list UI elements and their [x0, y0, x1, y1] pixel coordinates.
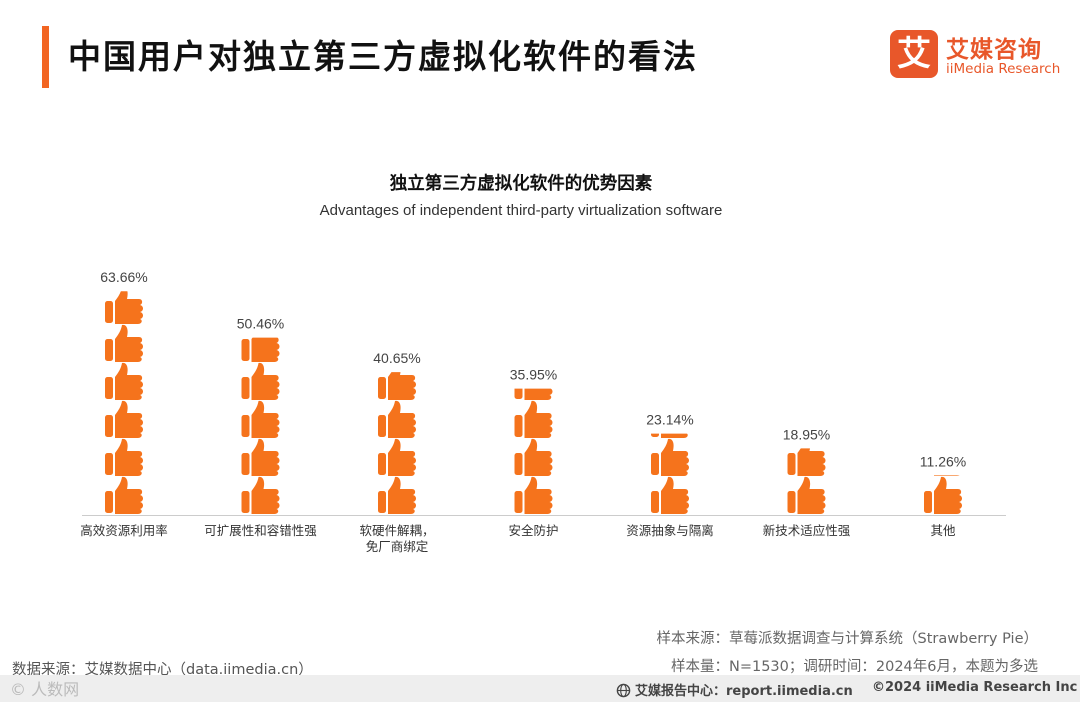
category-label-4: 安全防护 [508, 523, 558, 538]
category-label-7: 其他 [930, 523, 956, 538]
thumbs-up-icon [787, 448, 826, 476]
category-label-3: 免厂商绑定 [366, 539, 429, 554]
value-label-6: 18.95% [783, 426, 830, 442]
value-label-4: 35.95% [510, 367, 557, 383]
thumbs-up-icon [241, 400, 280, 438]
thumbs-up-icon [651, 476, 689, 514]
thumbs-up-icon [105, 291, 143, 324]
thumbs-up-icon [378, 372, 416, 400]
thumbs-up-icon [924, 476, 962, 514]
logo-name-cn: 艾媒咨询 [946, 37, 1042, 63]
bar-3 [378, 372, 416, 514]
iimedia-logo: 艾 艾媒咨询 iiMedia Research [890, 30, 1065, 82]
category-label-3: 软硬件解耦， [359, 523, 434, 538]
sample-source-text: 样本来源：草莓派数据调查与计算系统（Strawberry Pie） [656, 631, 1038, 647]
sample-info-text: 样本量：N=1530；调研时间：2024年6月，本题为多选 [670, 659, 1038, 675]
thumbs-up-icon [651, 438, 689, 476]
thumbs-up-icon [105, 362, 143, 400]
thumbs-up-icon [105, 438, 143, 476]
thumbs-up-icon [378, 476, 416, 514]
thumbs-up-icon [105, 324, 143, 362]
thumbs-up-icon [378, 438, 416, 476]
copyright-text: ©2024 iiMedia Research Inc [872, 680, 1078, 695]
logo-mark-icon: 艾 [890, 30, 938, 78]
bar-7 [924, 475, 962, 514]
thumbs-up-icon [241, 476, 280, 514]
globe-icon [616, 683, 631, 698]
footer-bar [0, 675, 1080, 702]
thumbs-up-icon [241, 362, 280, 400]
bar-4 [514, 388, 553, 514]
thumbs-up-icon [241, 438, 280, 476]
category-label-5: 资源抽象与隔离 [626, 523, 714, 538]
thumbs-up-icon [514, 438, 553, 476]
report-center-text: 艾媒报告中心：report.iimedia.cn [635, 684, 853, 699]
value-label-5: 23.14% [646, 412, 693, 428]
value-label-7: 11.26% [920, 453, 966, 469]
thumbs-up-icon [105, 476, 143, 514]
logo-name-en: iiMedia Research [946, 61, 1061, 77]
thumbs-up-icon [378, 400, 416, 438]
thumbs-up-icon [105, 400, 143, 438]
value-label-1: 63.66% [100, 269, 147, 285]
chart-subtitle: Advantages of independent third-party vi… [319, 202, 723, 219]
thumbs-up-icon [514, 476, 553, 514]
bar-2 [241, 337, 280, 514]
watermark-text: © 人数网 [10, 680, 80, 699]
chart-title: 独立第三方虚拟化软件的优势因素 [389, 174, 653, 194]
bar-6 [787, 448, 826, 514]
value-label-2: 50.46% [237, 316, 284, 332]
data-source-text: 数据来源：艾媒数据中心（data.iimedia.cn） [12, 662, 313, 678]
category-label-1: 高效资源利用率 [80, 523, 168, 538]
thumbs-up-icon [787, 476, 826, 514]
bar-1 [105, 291, 143, 514]
thumbs-up-icon [514, 400, 553, 438]
value-label-3: 40.65% [373, 350, 420, 366]
category-label-6: 新技术适应性强 [763, 523, 851, 538]
report-center-link[interactable]: 艾媒报告中心：report.iimedia.cn [616, 680, 853, 699]
category-label-2: 可扩展性和容错性强 [204, 523, 317, 538]
title-accent-bar [42, 26, 49, 88]
page-title: 中国用户对独立第三方虚拟化软件的看法 [68, 37, 698, 76]
